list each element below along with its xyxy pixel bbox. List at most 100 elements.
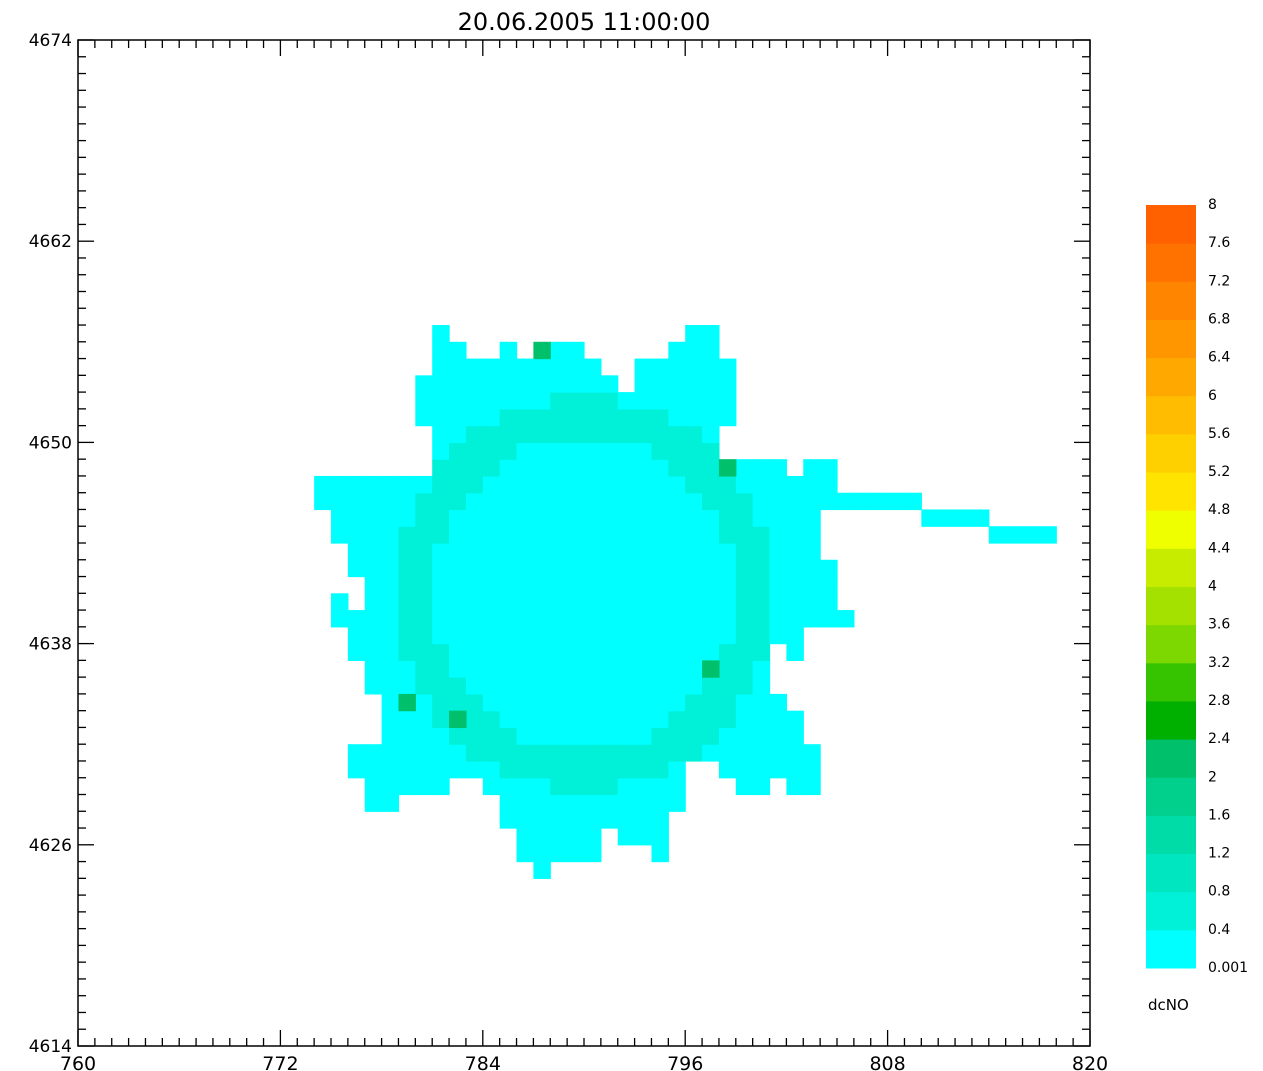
heatmap-cell [347,492,366,511]
heatmap-cell [1039,526,1057,544]
heatmap-cell [516,760,534,779]
heatmap-cell [465,677,484,695]
heatmap-cell [314,475,332,494]
heatmap-cell [769,543,787,561]
heatmap-cell [550,425,568,443]
heatmap-cell [702,710,720,729]
heatmap-cell [718,760,737,779]
heatmap-cell [449,744,467,762]
heatmap-cell [482,777,501,796]
heatmap-cell [516,425,534,443]
colorbar-swatch [1146,548,1196,587]
heatmap-cell [415,559,433,578]
heatmap-cell [600,442,619,460]
heatmap-cell [786,526,804,544]
heatmap-cell [533,509,551,527]
heatmap-cell [398,626,416,645]
colorbar-label: dcNO [1148,996,1189,1014]
heatmap-cell [347,543,366,561]
heatmap-cell [584,526,602,544]
heatmap-cell [516,794,534,812]
heatmap-cell [482,559,501,578]
heatmap-cell [786,593,804,611]
heatmap-cell [432,526,450,544]
heatmap-cell [482,509,501,527]
heatmap-cell [735,744,754,762]
heatmap-cell [718,710,737,729]
heatmap-cell [449,526,467,544]
heatmap-cell [685,392,703,410]
heatmap-cell [499,425,518,443]
heatmap-cell [752,543,771,561]
heatmap-cell [668,710,686,729]
heatmap-cell [499,677,518,695]
heatmap-cell [567,593,585,611]
heatmap-cell [735,509,754,527]
heatmap-cell [617,727,636,745]
heatmap-cell [786,727,804,745]
heatmap-cell [567,442,585,460]
heatmap-cell [567,626,585,645]
heatmap-cell [499,610,518,628]
heatmap-cell [735,475,754,494]
heatmap-cell [651,559,669,578]
heatmap-cell [752,677,771,695]
heatmap-cell [752,727,771,745]
heatmap-cell [516,408,534,427]
heatmap-cell [786,710,804,729]
heatmap-cell [735,660,754,678]
heatmap-cell [668,626,686,645]
heatmap-cell [415,543,433,561]
heatmap-cell [718,543,737,561]
heatmap-cell [331,492,349,511]
heatmap-cell [398,710,416,729]
colorbar-swatch [1146,624,1196,664]
heatmap-cell [786,492,804,511]
heatmap-cell [364,660,383,678]
heatmap-cell [651,844,669,863]
heatmap-cell [617,828,636,846]
heatmap-cell [752,526,771,544]
heatmap-cell [600,727,619,745]
heatmap-cell [584,425,602,443]
heatmap-cell [584,643,602,661]
x-tick-label: 808 [869,1053,905,1071]
heatmap-cell [465,425,484,443]
colorbar-swatch [1146,281,1196,320]
heatmap-cell [499,543,518,561]
heatmap-cell [617,408,636,427]
heatmap-cell [432,459,450,477]
colorbar-level-label: 4.4 [1208,540,1230,556]
heatmap-cell [634,760,653,779]
heatmap-cell [735,576,754,594]
heatmap-cell [331,509,349,527]
heatmap-cell [651,442,669,460]
colorbar-swatch [1146,700,1196,740]
colorbar-level-label: 0.001 [1208,960,1248,976]
heatmap-cell [550,375,568,393]
heatmap-cell [415,660,433,678]
heatmap-cell [617,593,636,611]
heatmap-cell [600,459,619,477]
heatmap-cell [735,643,754,661]
heatmap-cell [465,744,484,762]
heatmap-cell [769,710,787,729]
colorbar-swatch [1146,510,1196,549]
heatmap-cell [668,509,686,527]
heatmap-cell [685,610,703,628]
heatmap-cell [347,610,366,628]
colorbar-swatch [1146,739,1196,778]
heatmap-cell [381,475,400,494]
heatmap-cell [735,727,754,745]
heatmap-cell [651,811,669,829]
heatmap-cell [752,459,771,477]
heatmap-cell [499,626,518,645]
heatmap-cell [347,760,366,779]
heatmap-cell [584,543,602,561]
heatmap-cell [449,543,467,561]
heatmap-cell [668,643,686,661]
heatmap-cell [550,442,568,460]
heatmap-cell [668,693,686,712]
heatmap-cell [567,777,585,796]
colorbar-swatch [1146,891,1196,931]
